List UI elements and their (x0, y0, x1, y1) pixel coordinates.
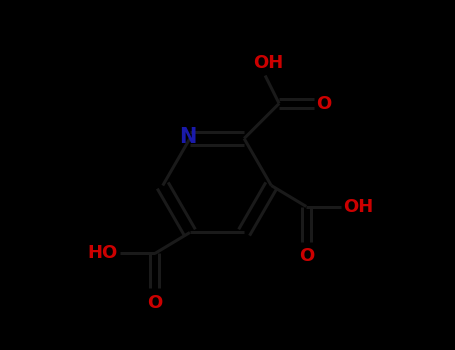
Text: O: O (298, 247, 314, 265)
Text: N: N (179, 127, 197, 147)
Text: OH: OH (343, 197, 373, 216)
Text: OH: OH (253, 54, 284, 72)
Text: O: O (147, 294, 162, 312)
Text: O: O (316, 94, 331, 112)
Text: HO: HO (88, 245, 118, 262)
